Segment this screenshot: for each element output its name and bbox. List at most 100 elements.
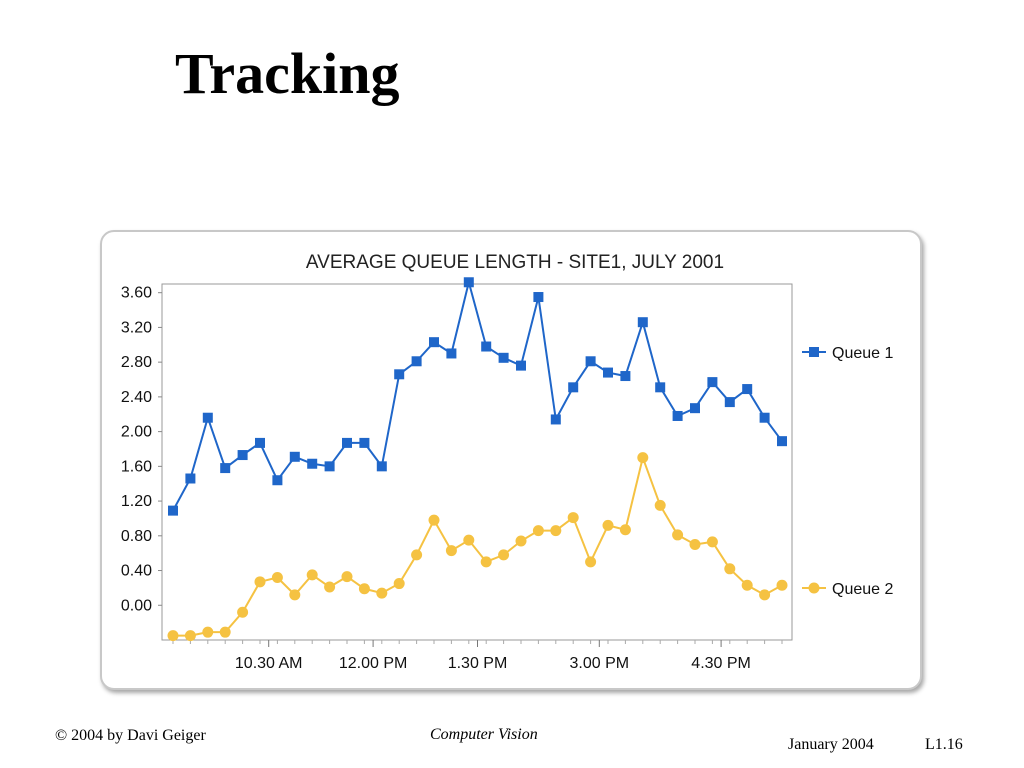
y-tick-label: 0.00 [121, 597, 152, 614]
line-chart: AVERAGE QUEUE LENGTH - SITE1, JULY 2001 … [121, 252, 894, 672]
data-point [411, 356, 422, 367]
data-point [411, 549, 423, 561]
data-point [376, 461, 387, 472]
data-point [654, 499, 666, 511]
x-tick-label: 10.30 AM [235, 655, 303, 672]
legend-entry: Queue 1 [802, 345, 893, 362]
data-point [185, 473, 196, 484]
data-point [393, 578, 405, 590]
data-point [289, 589, 301, 601]
data-point [532, 525, 544, 537]
footer-slide-number: L1.16 [925, 736, 963, 753]
data-point [271, 571, 283, 583]
data-point [619, 524, 631, 536]
footer-copyright: © 2004 by Davi Geiger [55, 727, 206, 744]
data-point [307, 458, 318, 469]
y-tick-label: 1.20 [121, 493, 152, 510]
data-point [777, 436, 787, 447]
data-point [637, 452, 649, 464]
slide-title: Tracking [175, 41, 400, 106]
data-point [202, 412, 213, 423]
data-point [655, 382, 666, 393]
series-2 [167, 452, 788, 642]
data-point [306, 569, 318, 581]
data-point [168, 505, 178, 516]
data-point [603, 367, 613, 378]
data-point [463, 534, 475, 546]
data-point [394, 369, 405, 380]
data-point [359, 437, 370, 448]
data-point [184, 630, 196, 642]
data-point [255, 437, 265, 448]
legend-label: Queue 2 [832, 581, 893, 598]
legend-marker [809, 347, 819, 357]
data-point [481, 341, 492, 352]
data-point [324, 581, 336, 593]
y-tick-label: 2.00 [121, 424, 152, 441]
y-tick-label: 0.80 [121, 528, 152, 545]
data-point [585, 356, 596, 367]
data-point [445, 545, 457, 557]
data-point [706, 536, 718, 548]
data-point [237, 450, 248, 461]
data-point [498, 352, 509, 363]
data-point [741, 579, 753, 591]
data-point [220, 463, 231, 474]
data-point [707, 377, 718, 388]
data-point [567, 512, 579, 524]
legend: Queue 1 Queue 2 [802, 345, 893, 598]
chart-frame: AVERAGE QUEUE LENGTH - SITE1, JULY 2001 … [100, 230, 922, 690]
data-point [689, 538, 701, 550]
y-tick-label: 2.40 [121, 389, 152, 406]
y-tick-label: 1.60 [121, 458, 152, 475]
data-point [463, 277, 474, 288]
data-point [672, 529, 684, 541]
data-point [759, 589, 771, 601]
data-point [358, 583, 370, 595]
data-point [568, 382, 579, 393]
data-point [480, 556, 492, 568]
data-point [724, 397, 735, 408]
y-axis: 3.60 3.20 2.80 2.40 2.00 1.60 1.20 0.80 0.40 0.00 [121, 285, 162, 614]
data-point [219, 626, 231, 638]
data-point [672, 410, 683, 421]
footer-course: Computer Vision [430, 726, 538, 743]
y-tick-label: 3.60 [121, 285, 152, 302]
y-tick-label: 2.80 [121, 354, 152, 371]
data-point [602, 519, 614, 531]
x-axis: 10.30 AM 12.00 PM 1.30 PM 3.00 PM 4.30 PM [172, 640, 783, 672]
x-tick-label: 4.30 PM [691, 655, 751, 672]
data-point [585, 556, 597, 568]
data-point [324, 461, 335, 472]
data-point [724, 563, 736, 575]
legend-entry: Queue 2 [802, 581, 893, 598]
data-point [376, 587, 388, 599]
chart-title: AVERAGE QUEUE LENGTH - SITE1, JULY 2001 [306, 252, 724, 273]
data-point [167, 630, 179, 642]
data-point [776, 579, 788, 591]
data-point [342, 437, 352, 448]
data-point [550, 414, 561, 425]
data-point [742, 384, 753, 395]
data-point [237, 606, 249, 618]
data-point [637, 317, 648, 328]
legend-marker [808, 582, 820, 594]
data-point [550, 525, 562, 537]
data-point [620, 371, 631, 382]
legend-label: Queue 1 [832, 345, 893, 362]
y-tick-label: 3.20 [121, 319, 152, 336]
data-point [289, 451, 300, 462]
data-point [690, 403, 700, 414]
data-point [254, 576, 266, 588]
y-tick-label: 0.40 [121, 563, 152, 580]
data-point [498, 549, 510, 561]
x-tick-label: 3.00 PM [570, 655, 630, 672]
series-1 [168, 277, 787, 516]
x-tick-label: 12.00 PM [339, 655, 407, 672]
data-point [428, 514, 440, 526]
data-point [272, 475, 283, 486]
data-point [759, 412, 770, 423]
data-point [429, 337, 439, 348]
data-point [515, 535, 527, 547]
series-layer [167, 277, 788, 642]
